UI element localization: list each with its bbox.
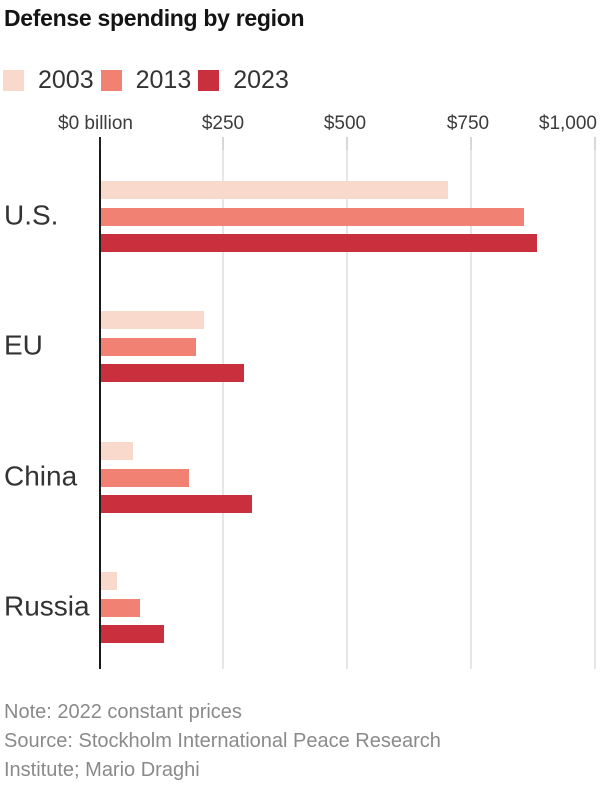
axis-tick-label-0: $0 billion [58, 113, 133, 134]
legend: 2003 2013 2023 [3, 68, 296, 93]
bar-russia-2023 [101, 625, 165, 643]
bar-eu-2023 [101, 364, 245, 382]
row-label-russia: Russia [4, 590, 90, 622]
bar-china-2013 [101, 469, 190, 487]
legend-swatch-2003 [3, 70, 24, 91]
bar-eu-2013 [101, 338, 196, 356]
axis-tick-label-750: $750 [446, 113, 490, 134]
chart-title: Defense spending by region [4, 5, 305, 31]
legend-item-2003: 2003 [3, 68, 94, 93]
legend-item-2023: 2023 [198, 68, 289, 93]
bar-russia-2013 [101, 599, 140, 617]
bar-group-china: China [0, 442, 600, 513]
footer: Note: 2022 constant prices Source: Stock… [4, 698, 564, 785]
axis-tick-1000 [594, 137, 596, 150]
legend-label-2003: 2003 [38, 66, 94, 94]
row-label-eu: EU [4, 329, 43, 361]
axis-tick-label-250: $250 [201, 113, 245, 134]
footer-note: Note: 2022 constant prices [4, 701, 242, 723]
gridline-1000 [594, 150, 596, 669]
gridline-250 [222, 150, 224, 669]
plot-area: U.S. EU China Russia [0, 150, 600, 669]
bar-group-russia: Russia [0, 572, 600, 643]
bar-us-2013 [101, 208, 525, 226]
bar-us-2003 [101, 181, 448, 199]
bar-russia-2003 [101, 572, 118, 590]
footer-source-line-1: Source: Stockholm International Peace Re… [4, 730, 441, 752]
bar-group-eu: EU [0, 311, 600, 382]
bar-china-2023 [101, 495, 252, 513]
legend-swatch-2013 [100, 70, 122, 91]
axis-tick-750 [470, 137, 472, 150]
legend-swatch-2023 [198, 70, 220, 91]
y-axis-line [99, 150, 101, 669]
bar-group-us: U.S. [0, 181, 600, 252]
bar-eu-2003 [101, 311, 204, 329]
gridline-750 [470, 150, 472, 669]
bar-china-2003 [101, 442, 134, 460]
legend-item-2013: 2013 [100, 66, 192, 94]
x-axis-labels: $0 billion $250 $500 $750 $1,000 [0, 113, 600, 135]
gridline-500 [346, 150, 348, 669]
axis-tick-500 [346, 137, 348, 150]
axis-tick-label-1000: $1,000 [538, 113, 597, 134]
row-label-china: China [4, 460, 78, 492]
legend-label-2013: 2013 [135, 66, 192, 94]
legend-label-2023: 2023 [233, 66, 289, 94]
row-label-us: U.S. [4, 199, 59, 231]
footer-source-line-2: Institute; Mario Draghi [4, 759, 200, 781]
axis-tick-250 [222, 137, 224, 150]
axis-tick-label-500: $500 [323, 113, 367, 134]
axis-tick-zero [99, 137, 101, 150]
bar-us-2023 [101, 234, 537, 252]
